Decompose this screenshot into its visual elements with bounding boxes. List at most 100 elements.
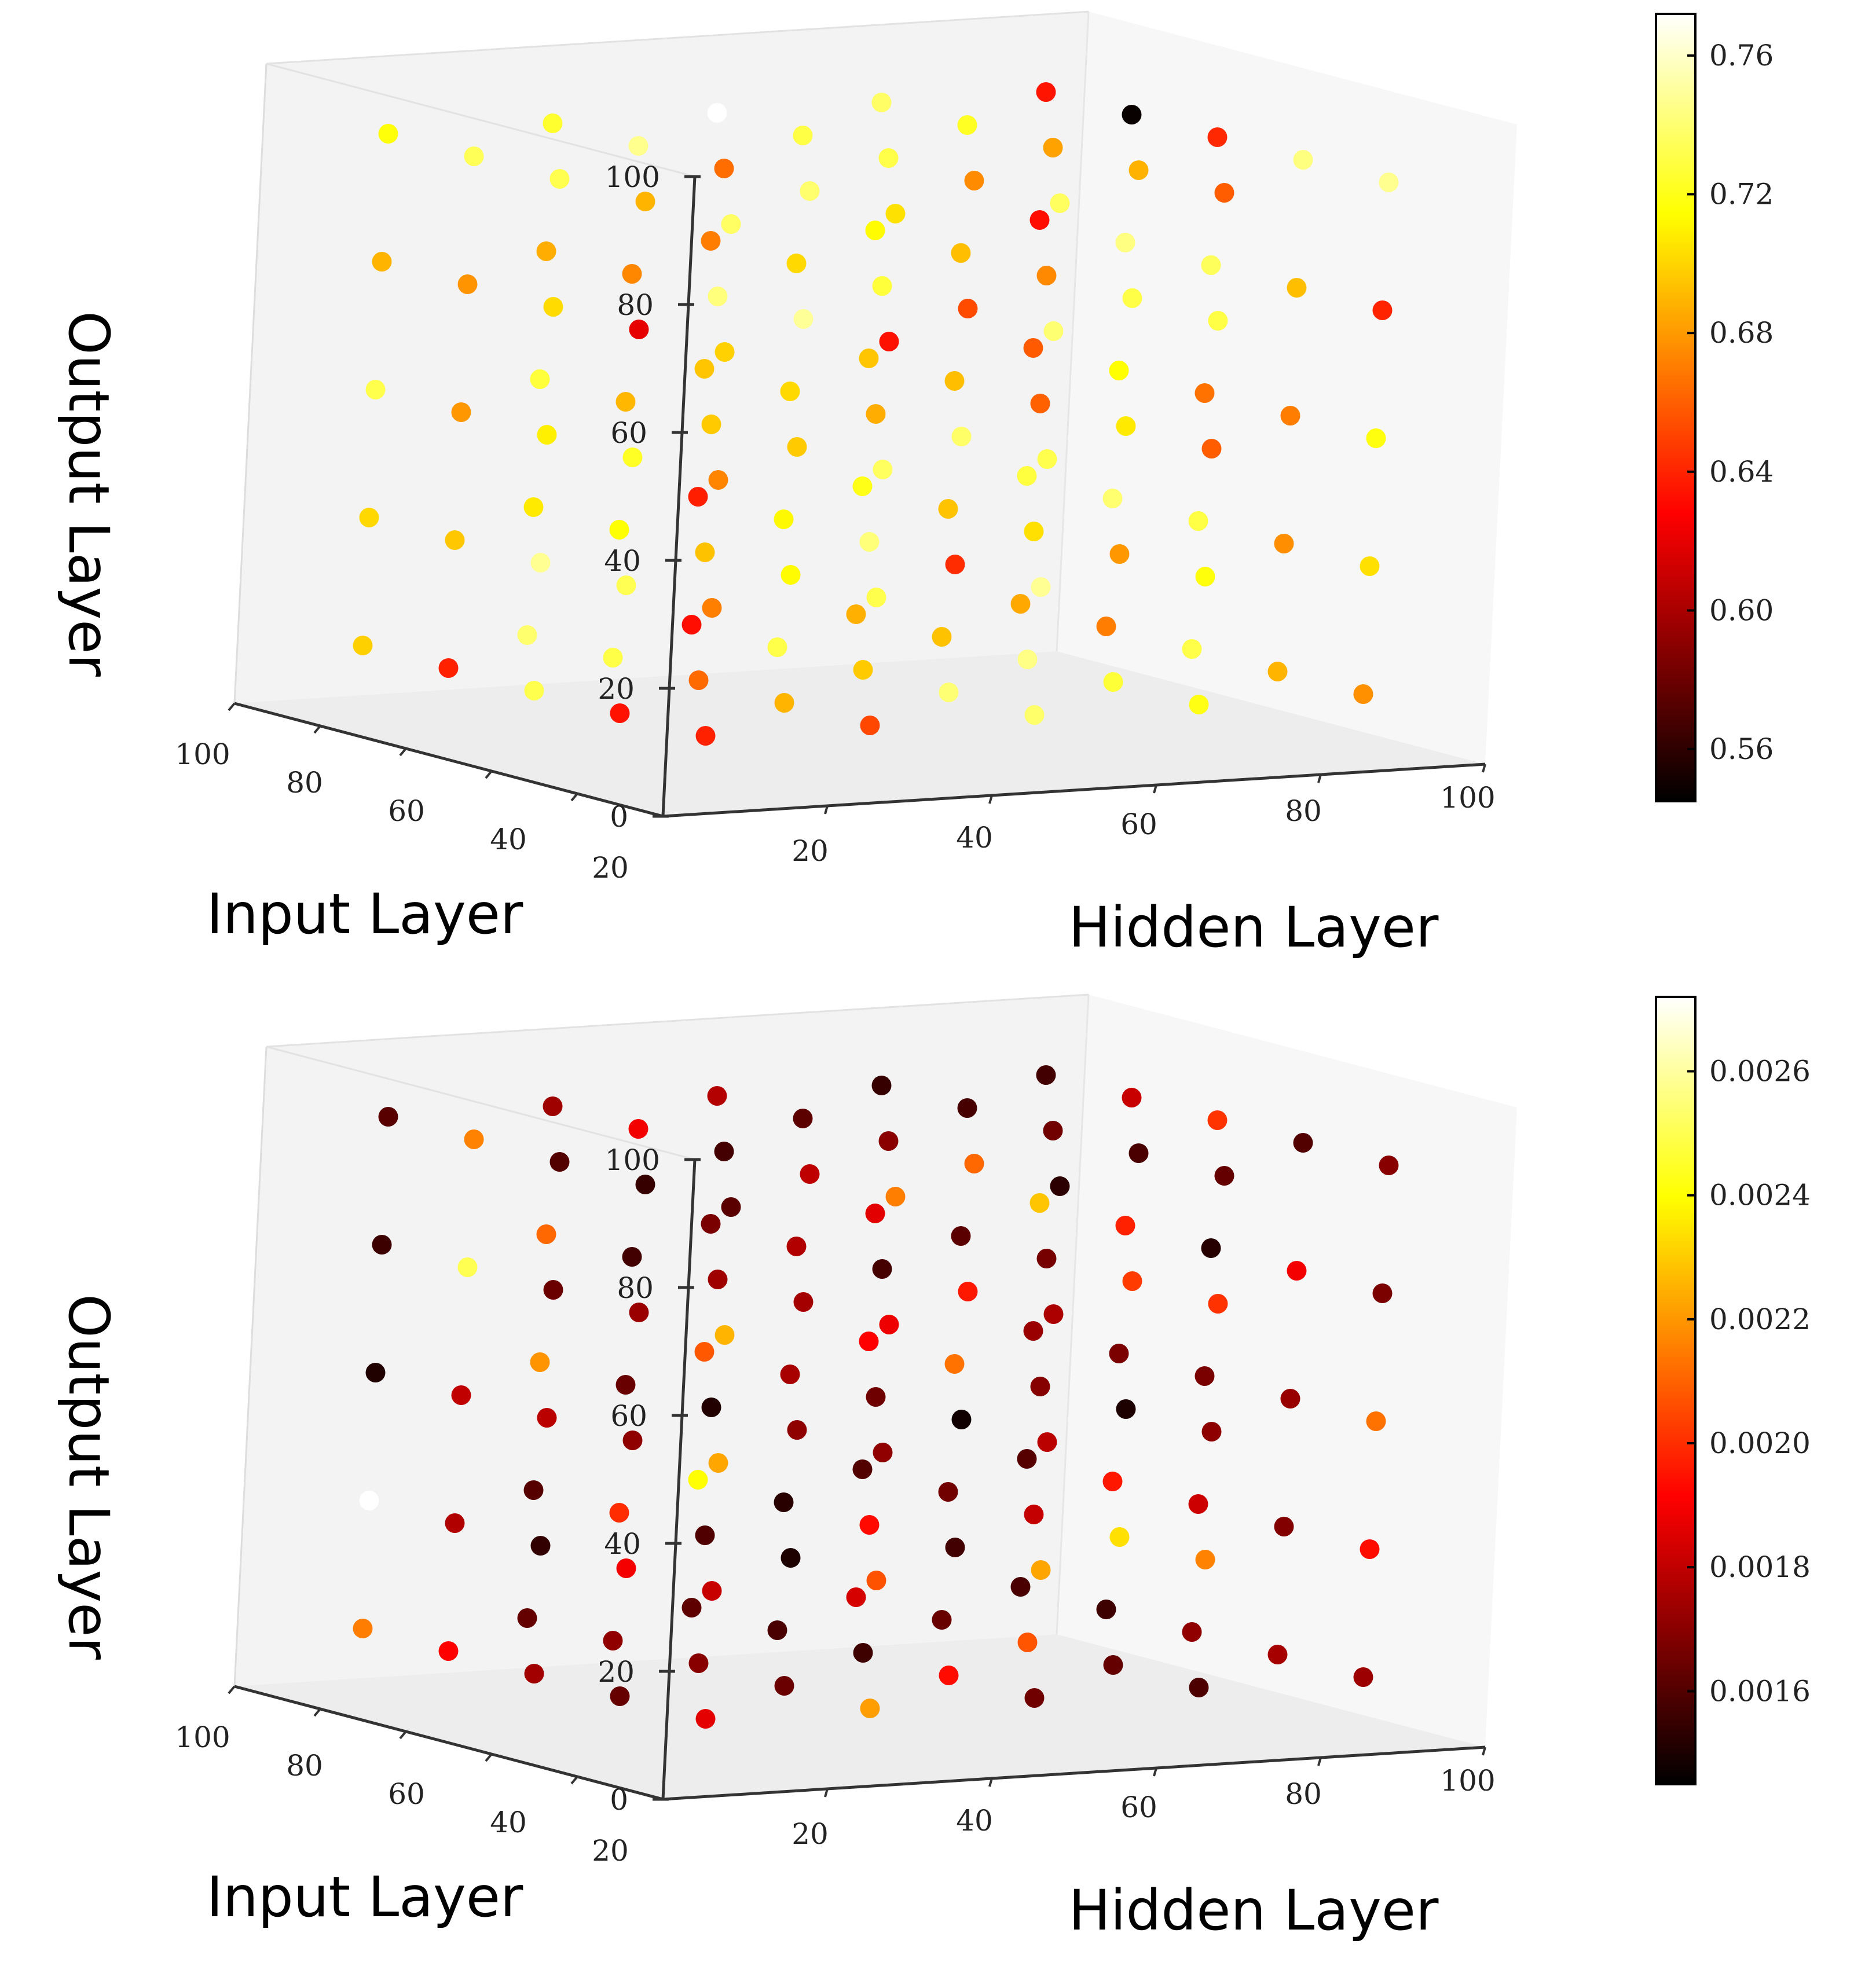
scatter-point [688,670,709,690]
scatter-point [1182,639,1202,659]
scatter-point [1024,522,1044,541]
scatter-point [859,532,880,552]
scatter-point [951,243,971,263]
scatter-point [1201,1238,1221,1258]
z-tick-label: 60 [610,1399,647,1433]
scatter-point [628,1119,648,1139]
scatter-point [715,342,735,362]
z-tick-label: 100 [605,160,660,194]
scatter-point [873,1443,893,1462]
colorbar-tick-label: 0.76 [1709,39,1774,72]
y-tick-label: 20 [592,1834,629,1868]
scatter-point [871,1076,892,1095]
scatter-point [1195,1550,1215,1569]
scatter-point [860,716,880,735]
colorbar-tick-label: 0.0026 [1709,1055,1811,1088]
scatter-point [702,598,722,618]
scatter-point [1031,577,1051,597]
scatter-point [438,1641,459,1661]
y-tick-label: 60 [388,794,425,828]
scatter-point [629,1303,649,1322]
scatter-point [774,1492,794,1512]
colorbar [1655,996,1697,1785]
scatter-point [1128,1143,1149,1163]
scatter-point [1182,1622,1202,1642]
scatter-point [1372,300,1393,320]
x-tick [1482,764,1486,773]
scatter-point [964,1154,984,1173]
scatter-point [800,1164,820,1184]
scatter-point [701,1398,721,1417]
x-tick [824,1788,829,1798]
scatter-point [1208,1294,1228,1314]
top-chart-panel: 0 20 40 60 80 100 20 40 60 80 100 100 80 60 40 20 Output… [56,10,1774,960]
scatter-point [945,1538,965,1557]
z-tick-label: 0 [610,800,628,834]
scatter-point [1023,1321,1043,1341]
x-tick-label: 60 [1120,1791,1157,1824]
colorbar-tick-label: 0.56 [1709,732,1774,766]
scatter-point [932,627,952,647]
scatter-point [938,1482,958,1502]
scatter-point [1122,1088,1142,1107]
scatter-point [681,1598,702,1617]
scatter-point [707,103,727,123]
scatter-point [530,369,550,389]
scatter-point [615,392,636,412]
scatter-point [860,1699,880,1718]
scatter-point [359,1491,379,1510]
x-tick-label: 20 [792,1817,829,1851]
scatter-point [872,276,892,296]
scatter-point [1201,255,1221,275]
x-tick-label: 80 [1285,1777,1322,1811]
scatter-point [885,204,906,223]
scatter-point [951,427,972,446]
scatter-point [1214,1166,1234,1186]
scatter-point [859,1332,879,1351]
scatter-point [1109,544,1130,564]
y-tick [313,725,321,734]
scatter-point [464,146,484,166]
scatter-point [1036,82,1056,102]
scatter-point [1036,266,1057,285]
scatter-point [701,1214,721,1234]
scatter-point [445,530,465,550]
y-axis-title: Input Layer [207,882,523,947]
scatter-point [616,1558,636,1578]
pane-edge [1056,11,1090,652]
z-axis-title: Output Layer [56,1294,121,1660]
scatter-point [1116,416,1136,436]
scatter-point [1010,594,1031,614]
scatter-point [1188,511,1208,531]
scatter-point [378,1107,398,1127]
scatter-point [871,93,892,112]
y-tick [399,747,407,757]
scatter-point [549,1152,570,1172]
scatter-point [1010,1577,1031,1597]
scatter-point [353,1619,373,1638]
scatter-point [944,371,965,391]
scatter-point [524,681,544,700]
scatter-point [1031,1560,1051,1580]
scatter-point [635,192,655,211]
scatter-point [1043,321,1064,341]
scatter-point [1128,160,1149,180]
scatter-point [523,497,544,517]
scatter-point [543,1096,563,1116]
scatter-point [1208,311,1228,331]
scatter-point [1201,1422,1222,1442]
scatter-point [1207,127,1228,147]
scatter-point [365,380,386,399]
scatter-point [1043,1121,1063,1140]
scatter-point [780,382,800,401]
scatter-point [701,415,721,434]
scatter-point [793,1292,814,1312]
scatter-point [878,148,899,168]
y-axis-title: Input Layer [207,1865,523,1930]
scatter-point [767,637,787,657]
x-tick [824,805,829,815]
y-tick [485,770,493,779]
scatter-point [1274,534,1294,553]
scatter-point [1267,662,1288,681]
scatter-point [1267,1645,1288,1664]
